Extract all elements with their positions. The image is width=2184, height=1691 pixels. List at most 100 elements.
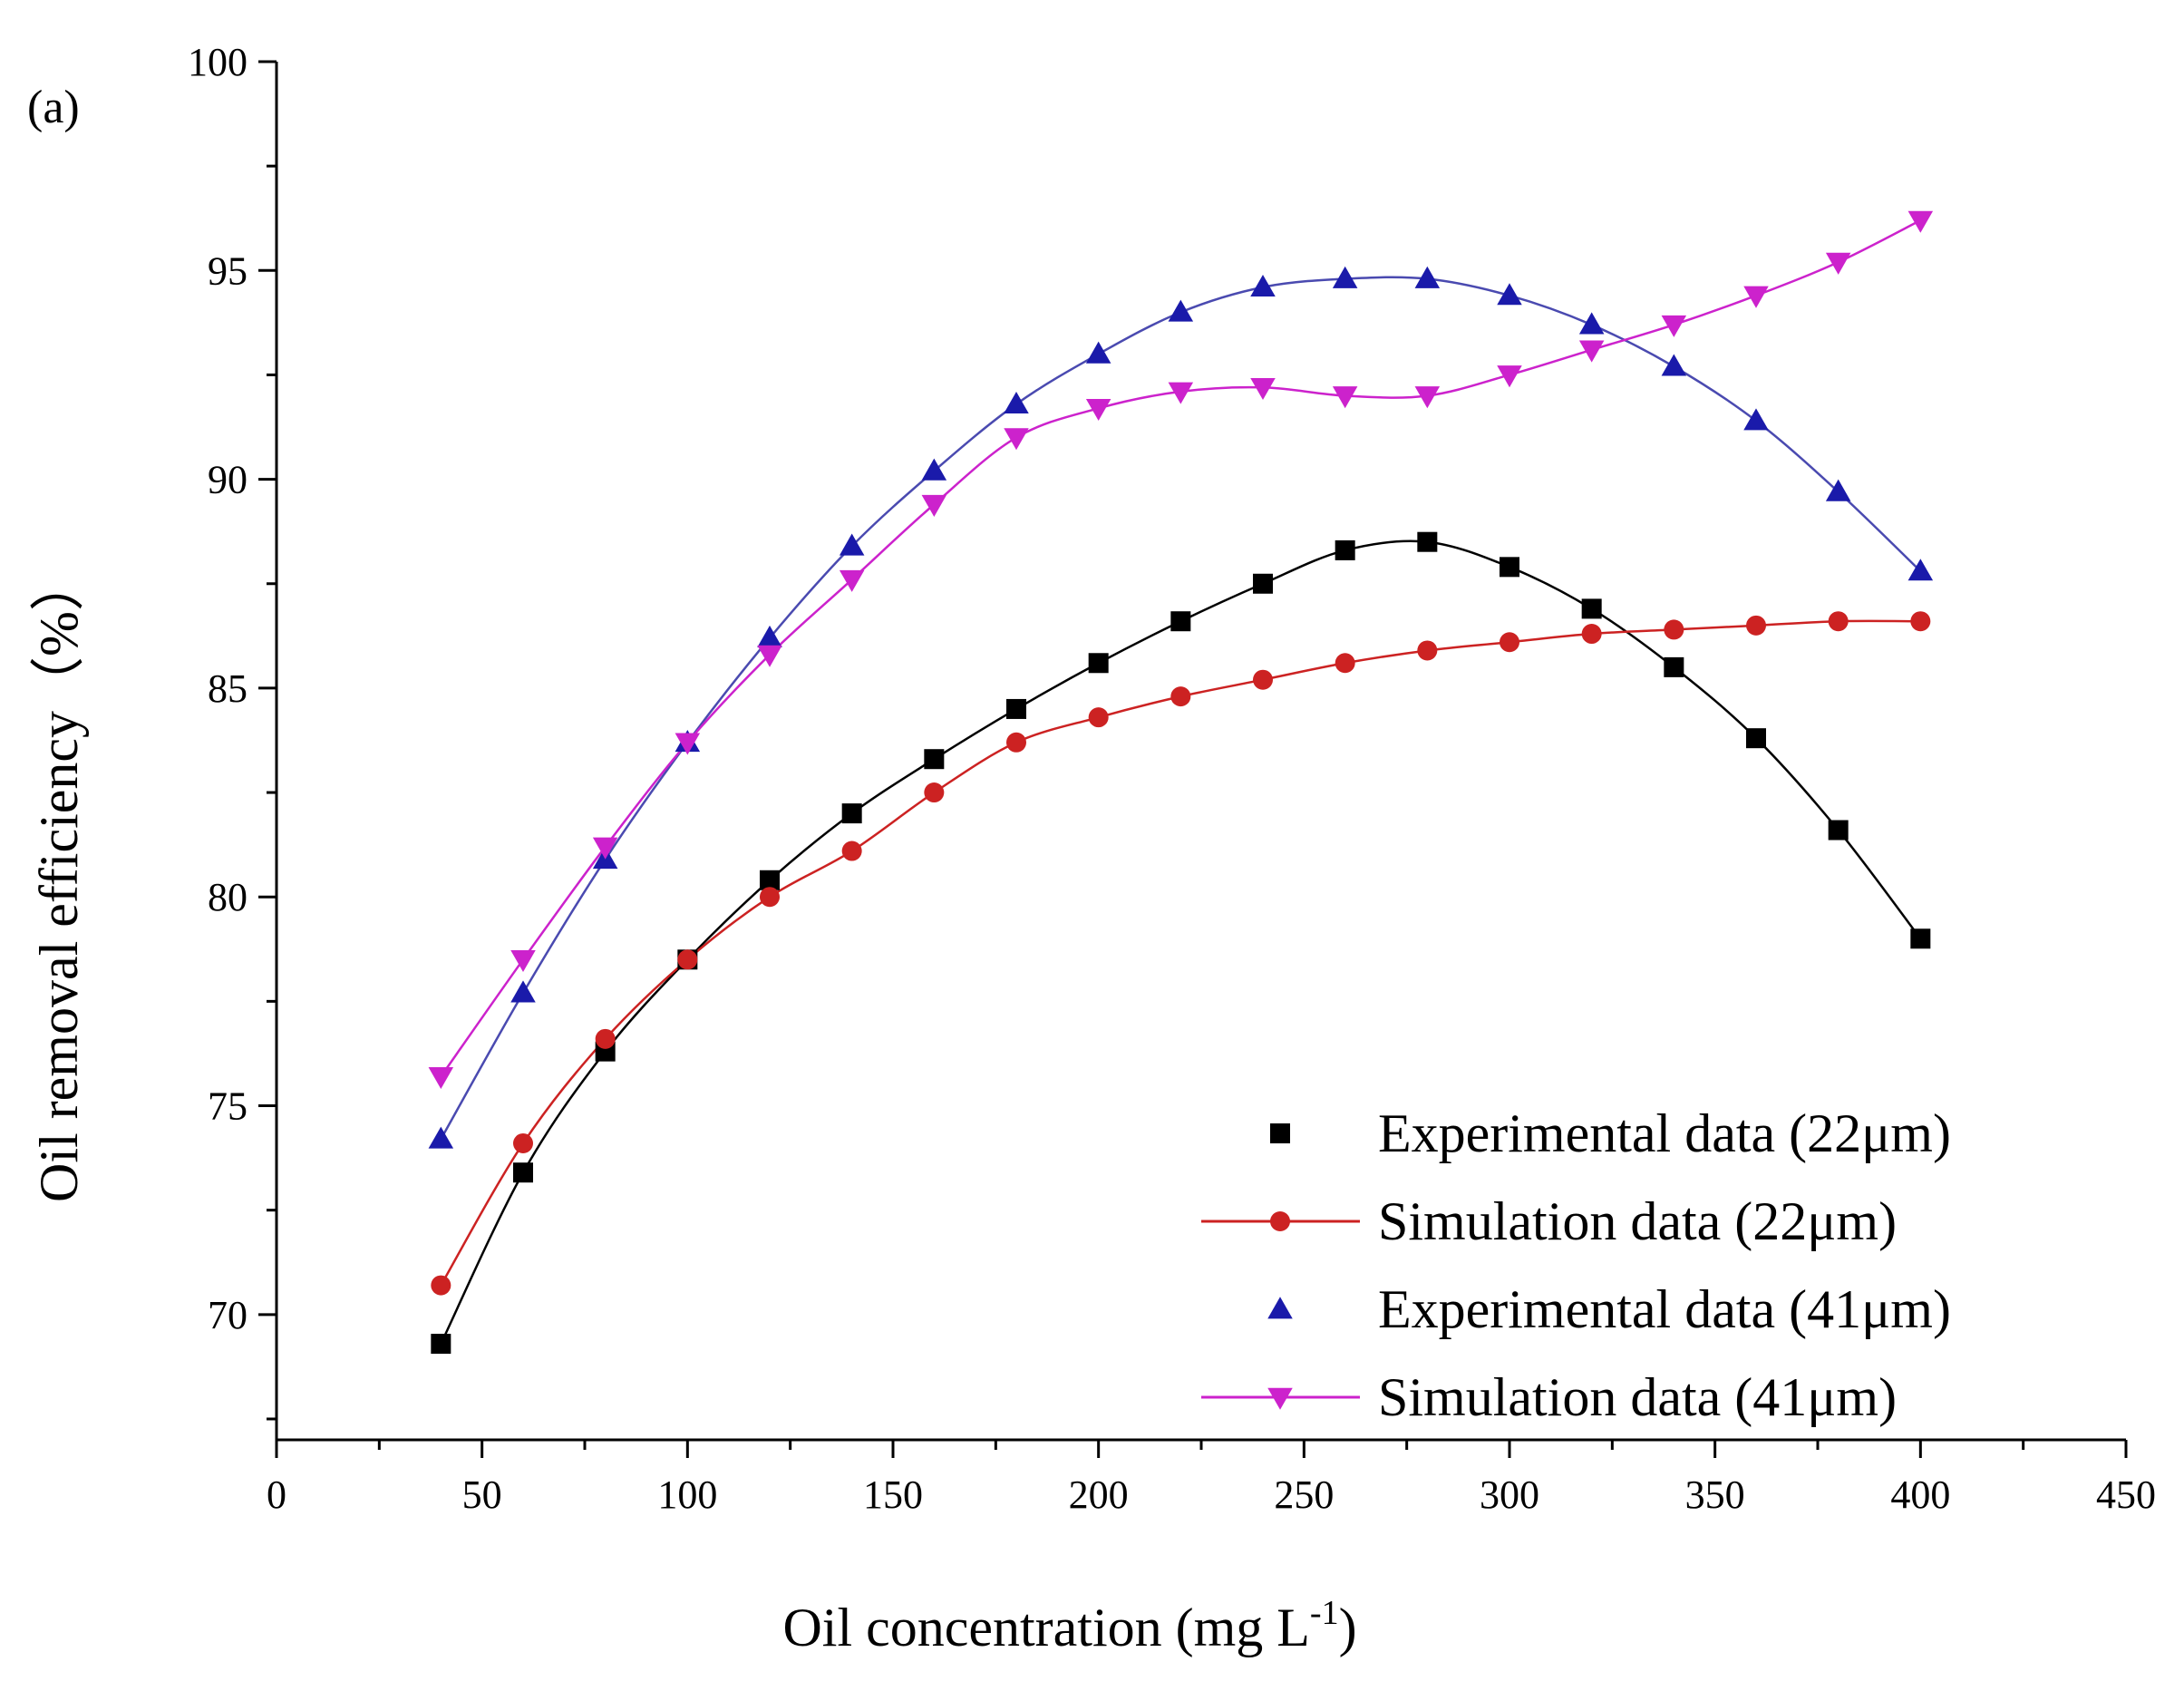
data-point-series-4 [510,949,536,973]
data-point-series-4 [839,569,865,592]
data-point-series-4 [1414,386,1441,409]
data-point-series-4 [1743,286,1769,308]
data-point-series-2 [1910,611,1931,632]
data-point-series-1 [1088,653,1109,674]
data-point-series-2 [513,1132,533,1153]
x-axis-title-main: Oil concentration (mg L [782,1598,1309,1657]
data-point-series-1 [1006,698,1026,719]
data-point-series-3 [1578,312,1605,335]
data-point-series-2 [1581,624,1602,645]
x-tick-label: 250 [1274,1472,1334,1517]
panel-label: (a) [27,82,80,133]
data-point-series-1 [1910,928,1931,949]
data-point-series-4 [1578,340,1605,363]
data-point-series-1 [1746,728,1766,749]
x-tick-label: 100 [657,1472,717,1517]
legend-marker-2 [1270,1211,1290,1231]
data-point-series-2 [1088,707,1109,728]
data-point-series-4 [921,494,947,517]
data-point-series-2 [1746,615,1766,636]
data-point-series-1 [841,803,862,824]
y-tick-label: 85 [208,666,248,711]
data-point-series-3 [1085,341,1111,364]
data-point-series-2 [1417,640,1438,661]
data-point-series-4 [592,837,618,860]
y-tick-label: 80 [208,875,248,919]
data-point-series-1 [1664,656,1684,677]
data-point-series-4 [1661,315,1687,337]
data-point-series-2 [1500,632,1519,653]
data-point-series-2 [760,887,780,908]
data-point-series-1 [1253,573,1273,594]
x-axis-ticks: 0 50 100 150 200 250 300 350 400 450 [267,1440,2156,1517]
x-axis-title-superscript: -1 [1310,1594,1339,1632]
x-tick-label: 300 [1480,1472,1539,1517]
data-point-series-4 [757,645,782,667]
data-point-series-3 [1414,266,1441,288]
data-point-series-1 [1828,820,1849,841]
legend-marker-1 [1270,1123,1290,1143]
data-point-series-1 [431,1334,451,1355]
data-point-series-3 [839,533,865,556]
data-point-series-4 [1497,365,1522,388]
x-axis-title: Oil concentration (mg L-1) [782,1594,1356,1657]
data-point-series-3 [757,625,782,647]
data-point-series-1 [1417,531,1438,552]
series-line-4 [440,219,1921,1077]
x-tick-label: 200 [1069,1472,1129,1517]
data-point-series-2 [924,782,945,803]
data-point-series-3 [1004,391,1029,414]
data-point-series-3 [510,980,536,1003]
y-tick-label: 100 [188,40,248,84]
y-tick-label: 75 [208,1084,248,1129]
data-point-series-1 [1581,598,1602,619]
data-point-series-4 [1332,386,1358,409]
data-point-series-1 [1170,611,1191,632]
y-tick-label: 95 [208,248,248,293]
x-tick-label: 0 [267,1472,286,1517]
data-point-series-4 [428,1066,454,1090]
data-point-series-4 [1168,382,1194,404]
legend-marker-3 [1267,1297,1293,1319]
y-tick-label: 70 [208,1293,248,1337]
data-point-series-2 [1828,611,1849,632]
data-point-series-2 [595,1028,616,1049]
data-point-series-2 [1253,669,1273,690]
data-point-series-1 [1500,557,1519,578]
x-axis-title-end: ) [1339,1598,1357,1657]
legend: Experimental data (22μm) Simulation data … [1201,1103,1951,1427]
x-tick-label: 450 [2096,1472,2156,1517]
y-tick-label: 90 [208,458,248,502]
series-markers [428,210,1934,1355]
data-point-series-3 [1661,354,1687,376]
data-point-series-2 [677,949,698,970]
data-point-series-2 [1006,732,1026,753]
data-point-series-4 [1250,377,1276,401]
data-point-series-1 [924,749,945,770]
data-point-series-4 [1085,398,1111,422]
data-point-series-2 [431,1275,451,1296]
data-point-series-4 [1825,252,1851,275]
data-point-series-3 [1497,283,1522,306]
data-point-series-3 [921,458,947,481]
data-point-series-4 [1907,210,1934,233]
data-point-series-3 [1743,408,1769,431]
x-tick-label: 150 [863,1472,923,1517]
data-point-series-1 [760,870,780,890]
data-point-series-3 [428,1126,454,1149]
data-point-series-1 [1335,539,1355,560]
x-tick-label: 50 [462,1472,502,1517]
data-point-series-2 [1664,619,1684,640]
legend-label-2: Simulation data (22μm) [1378,1191,1897,1251]
data-point-series-2 [841,841,862,861]
y-axis-title: Oil removal efficiency（%） [29,557,89,1202]
data-point-series-3 [1168,299,1194,322]
data-point-series-4 [1004,428,1029,451]
legend-label-1: Experimental data (22μm) [1378,1103,1951,1163]
legend-label-4: Simulation data (41μm) [1378,1367,1897,1427]
data-point-series-3 [1250,274,1276,297]
data-point-series-3 [1825,479,1851,501]
data-point-series-2 [1170,686,1191,707]
